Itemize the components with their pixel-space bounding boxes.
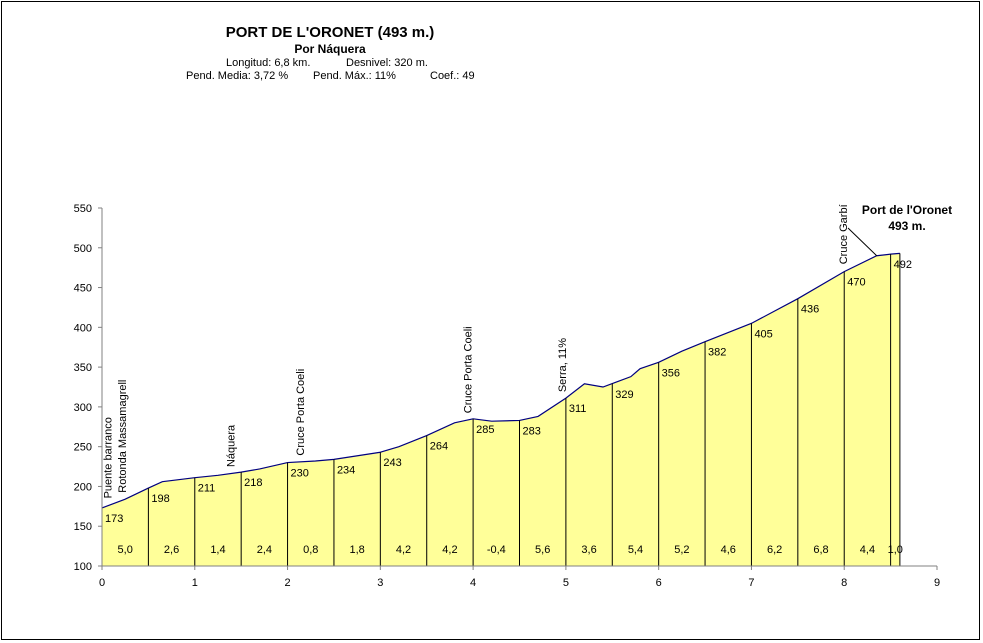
elevation-label: 356 (662, 367, 680, 379)
waypoint-annotation: Puente barranco (102, 417, 114, 498)
waypoint-annotation: Náquera (226, 424, 238, 467)
y-tick-label: 450 (74, 283, 92, 295)
x-tick-label: 1 (192, 577, 198, 589)
elevation-label: 173 (105, 513, 123, 525)
slope-label: 5,2 (674, 544, 689, 556)
chart-title: PORT DE L'ORONET (493 m.) (225, 24, 435, 41)
profile-line (101, 252, 900, 509)
y-tick-label: 200 (74, 481, 92, 493)
elevation-label: 230 (291, 468, 309, 480)
elevation-label: 211 (198, 483, 216, 495)
slope-label: 2,6 (164, 544, 179, 556)
info-coef: Coef.: 49 (430, 70, 475, 82)
slope-label: 4,2 (442, 544, 457, 556)
y-tick-label: 500 (74, 243, 92, 255)
y-tick-label: 150 (74, 521, 92, 533)
summit-label-name: Port de l'Oronet (862, 203, 952, 217)
slope-label: 5,4 (628, 544, 643, 556)
elevation-label: 329 (615, 389, 633, 401)
x-tick-label: 0 (99, 577, 105, 589)
elevation-label: 218 (244, 477, 262, 489)
slope-label: 1,4 (210, 544, 225, 556)
elevation-label: 405 (754, 328, 772, 340)
slope-label: 4,4 (860, 544, 875, 556)
elevation-label: 234 (337, 464, 355, 476)
x-tick-label: 8 (841, 577, 847, 589)
y-tick-label: 400 (74, 322, 92, 334)
info-desnivel: Desnivel: 320 m. (346, 57, 428, 69)
waypoint-annotation: Serra, 11% (557, 338, 569, 392)
y-tick-label: 300 (74, 402, 92, 414)
elevation-label: 470 (847, 277, 865, 289)
summit-leader-line (847, 227, 878, 257)
slope-label: 6,2 (767, 544, 782, 556)
info-pend-media: Pend. Media: 3,72 % (186, 70, 289, 82)
summit-label-elevation: 493 m. (888, 219, 925, 233)
elevation-label: 198 (151, 493, 169, 505)
x-tick-label: 7 (748, 577, 754, 589)
elevation-label: 285 (476, 424, 494, 436)
slope-label: 5,0 (118, 544, 133, 556)
slope-label: 4,6 (721, 544, 736, 556)
slope-label: 2,4 (257, 544, 272, 556)
x-tick-label: 4 (470, 577, 476, 589)
elevation-label: 311 (569, 403, 587, 415)
slope-label: 1,8 (349, 544, 364, 556)
y-tick-label: 100 (74, 561, 92, 573)
y-tick-label: 550 (74, 203, 92, 215)
waypoint-annotation: Cruce Porta Coeli (295, 369, 307, 456)
waypoint-annotation: Cruce Porta Coeli (462, 326, 474, 413)
x-tick-label: 9 (934, 577, 940, 589)
slope-label: 3,6 (581, 544, 596, 556)
y-tick-label: 350 (74, 362, 92, 374)
profile-area (102, 253, 900, 566)
elevation-label: 283 (523, 425, 541, 437)
x-tick-label: 5 (563, 577, 569, 589)
info-pend-max: Pend. Máx.: 11% (313, 70, 396, 82)
elevation-label: 382 (708, 347, 726, 359)
slope-label: 1,0 (888, 544, 903, 556)
slope-label: 0,8 (303, 544, 318, 556)
x-tick-label: 3 (377, 577, 383, 589)
waypoint-annotation: Cruce Garbí (838, 204, 850, 264)
elevation-label: 264 (430, 441, 448, 453)
slope-label: 6,8 (813, 544, 828, 556)
slope-label: 5,6 (535, 544, 550, 556)
slope-label: -0,4 (487, 544, 506, 556)
x-tick-label: 6 (656, 577, 662, 589)
info-longitud: Longitud: 6,8 km. (226, 57, 311, 69)
x-tick-label: 2 (284, 577, 290, 589)
slope-label: 4,2 (396, 544, 411, 556)
elevation-label: 243 (383, 457, 401, 469)
elevation-label: 436 (801, 304, 819, 316)
y-tick-label: 250 (74, 442, 92, 454)
elevation-label: 492 (894, 259, 912, 271)
waypoint-annotation: Rotonda Massamagrell (117, 380, 129, 493)
chart-subtitle: Por Náquera (294, 42, 366, 56)
